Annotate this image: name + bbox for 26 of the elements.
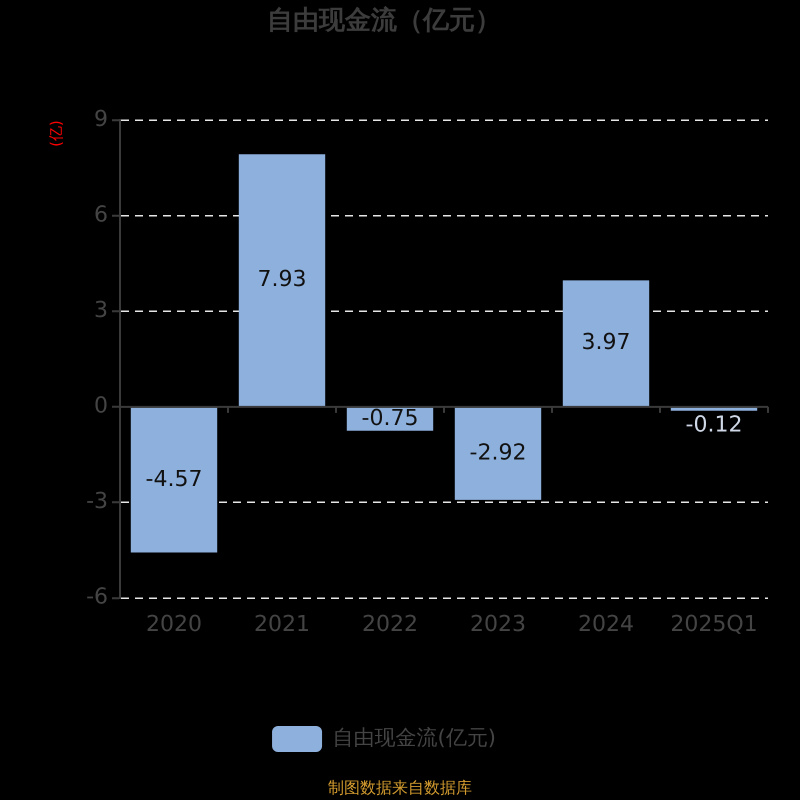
bar — [562, 280, 650, 406]
chart-title: 自由现金流（亿元） — [267, 5, 501, 36]
y-axis-title: (亿) — [46, 120, 65, 147]
data-label: 7.93 — [258, 266, 306, 292]
y-tick-label: -3 — [86, 489, 108, 514]
x-tick-label: 2024 — [578, 612, 634, 637]
bar — [238, 154, 326, 406]
data-label: 3.97 — [582, 330, 630, 355]
text: 制图数据来自数据库 — [327, 778, 473, 798]
y-tick-label: 3 — [94, 298, 108, 324]
bar — [130, 408, 218, 552]
data-label: -0.12 — [686, 412, 742, 438]
legend-label: 自由现金流(亿元) — [332, 725, 496, 750]
x-tick-label: 2023 — [470, 612, 526, 637]
y-tick-label: 6 — [94, 202, 108, 228]
data-label: -2.92 — [470, 440, 526, 466]
x-tick-label: 2025Q1 — [670, 612, 758, 637]
x-tick-label: 2020 — [146, 612, 202, 637]
x-tick-label: 2021 — [254, 612, 310, 637]
y-tick-label: 0 — [94, 394, 108, 419]
y-tick-label: -6 — [86, 584, 108, 610]
y-tick-label: 9 — [94, 106, 108, 132]
data-label: -4.57 — [146, 466, 202, 492]
x-tick-label: 2022 — [362, 612, 418, 637]
bar — [454, 408, 542, 500]
data-label: -0.75 — [362, 406, 418, 431]
